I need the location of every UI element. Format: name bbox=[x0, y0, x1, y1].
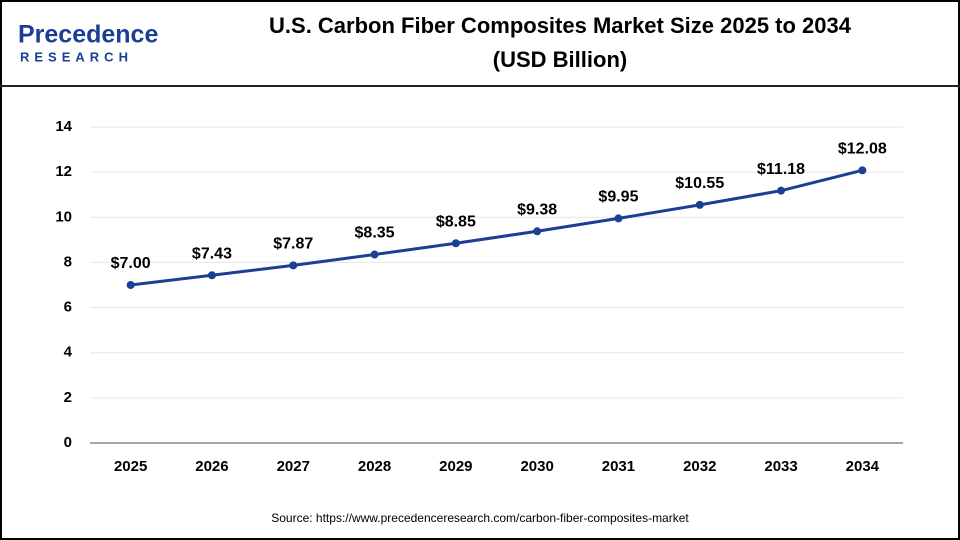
series-line bbox=[130, 168, 863, 287]
chart-subtitle: (USD Billion) bbox=[493, 47, 627, 72]
point bbox=[126, 281, 135, 289]
y-tick-label: 6 bbox=[64, 299, 72, 316]
point bbox=[370, 250, 379, 259]
point bbox=[207, 271, 216, 280]
y-tick-label: 0 bbox=[64, 434, 72, 451]
data-label: $7.87 bbox=[273, 236, 313, 253]
data-label: $8.35 bbox=[355, 225, 395, 242]
x-tick-label: 2027 bbox=[277, 458, 310, 475]
point bbox=[858, 166, 867, 175]
point bbox=[695, 200, 704, 209]
y-tick-label: 2 bbox=[64, 389, 72, 406]
data-label: $9.38 bbox=[517, 201, 557, 218]
y-tick-label: 4 bbox=[64, 344, 73, 361]
y-tick-label: 14 bbox=[55, 118, 72, 135]
source: Source: https://www.precedenceresearch.c… bbox=[271, 511, 689, 525]
data-label: $8.85 bbox=[436, 213, 476, 230]
logo-name: Precedence bbox=[18, 21, 158, 49]
x-tick-label: 2030 bbox=[520, 458, 553, 475]
data-label: $9.95 bbox=[598, 189, 638, 206]
y-tick-label: 12 bbox=[55, 163, 72, 180]
point bbox=[451, 239, 460, 248]
x-tick-label: 2034 bbox=[846, 458, 880, 475]
data-label: $7.00 bbox=[111, 255, 151, 272]
point bbox=[289, 261, 298, 270]
x-tick-label: 2031 bbox=[602, 458, 635, 475]
x-tick-label: 2032 bbox=[683, 458, 716, 475]
data-label: $7.43 bbox=[192, 246, 232, 263]
data-label: $10.55 bbox=[675, 175, 724, 192]
point bbox=[777, 186, 786, 195]
y-tick-label: 8 bbox=[64, 253, 72, 270]
chart-title: U.S. Carbon Fiber Composites Market Size… bbox=[269, 13, 852, 38]
x-tick-label: 2033 bbox=[764, 458, 797, 475]
x-tick-label: 2028 bbox=[358, 458, 391, 475]
y-tick-label: 10 bbox=[55, 208, 72, 225]
data-label: $12.08 bbox=[838, 141, 887, 158]
logo-sub: RESEARCH bbox=[20, 49, 133, 64]
data-label: $11.18 bbox=[757, 161, 805, 178]
x-tick-label: 2029 bbox=[439, 458, 472, 475]
x-tick-label: 2025 bbox=[114, 458, 147, 475]
point bbox=[614, 214, 623, 223]
point bbox=[533, 227, 542, 236]
x-tick-label: 2026 bbox=[195, 458, 228, 475]
